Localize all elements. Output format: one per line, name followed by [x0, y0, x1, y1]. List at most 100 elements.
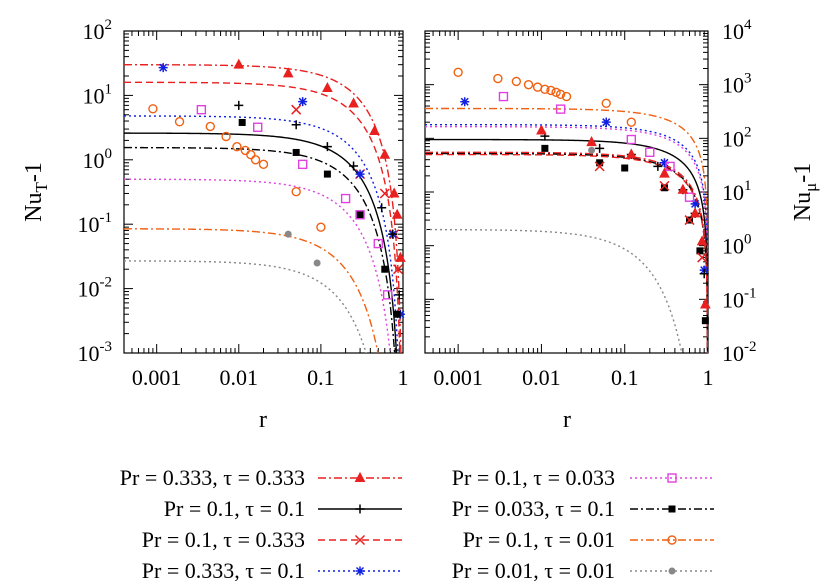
right-point-pr-0-333-tau-0-333 — [536, 124, 547, 135]
y-tick-label-base: 10 — [78, 212, 100, 237]
legend-marker-sample — [355, 504, 365, 514]
right-y-axis-title-suffix: -1 — [790, 163, 816, 183]
y-tick-label-exponent: 0 — [744, 232, 752, 248]
left-point-pr-0-033-tau-0-1 — [292, 148, 300, 156]
right-point-pr-0-333-tau-0-333 — [696, 235, 708, 246]
left-point-pr-0-1-tau-0-01 — [291, 186, 301, 197]
y-tick-label: 10-1 — [722, 285, 757, 312]
y-tick-label: 10-2 — [722, 339, 757, 366]
right-point-pr-0-333-tau-0-333 — [677, 183, 689, 194]
left-line-pr-0-1-tau-0-1 — [124, 132, 398, 353]
right-point-pr-0-333-tau-0-333 — [659, 167, 670, 178]
right-point-pr-0-1-tau-0-01 — [561, 91, 572, 102]
right-point-pr-0-1-tau-0-033 — [684, 192, 695, 202]
legend-entry-pr-0-1-tau-0-333: Pr = 0.1, τ = 0.333 — [142, 527, 402, 552]
right-point-pr-0-333-tau-0-333 — [700, 298, 711, 309]
legend-label: Pr = 0.1, τ = 0.333 — [142, 527, 305, 552]
left-y-axis-title-sub: T — [32, 182, 51, 193]
left-point-pr-0-1-tau-0-01 — [205, 121, 216, 132]
y-tick-label-exponent: 0 — [105, 146, 113, 162]
right-point-pr-0-1-tau-0-01 — [546, 85, 556, 96]
right-point-pr-0-1-tau-0-01 — [601, 98, 611, 108]
y-tick-label-base: 10 — [78, 277, 100, 302]
legend-entry-pr-0-01-tau-0-01: Pr = 0.01, τ = 0.01 — [452, 558, 714, 581]
y-tick-label: 100 — [83, 146, 113, 173]
legend-marker-sample — [354, 471, 366, 482]
right-point-pr-0-033-tau-0-1 — [541, 144, 549, 152]
left-line-pr-0-033-tau-0-1 — [124, 146, 396, 353]
left-point-pr-0-333-tau-0-333 — [395, 251, 406, 262]
legend-marker-sample — [667, 473, 677, 483]
y-tick-label-exponent: 3 — [744, 71, 752, 87]
left-point-pr-0-033-tau-0-1 — [238, 118, 246, 126]
right-point-pr-0-01-tau-0-01 — [588, 146, 596, 154]
x-tick-label: 0.001 — [433, 365, 483, 390]
left-point-pr-0-1-tau-0-01 — [232, 141, 242, 152]
right-point-pr-0-033-tau-0-1 — [701, 317, 709, 325]
x-tick-label: 1 — [398, 365, 409, 390]
right-point-pr-0-333-tau-0-1 — [690, 199, 700, 209]
left-point-pr-0-1-tau-0-033 — [355, 210, 365, 220]
left-line-pr-0-1-tau-0-033 — [124, 178, 391, 353]
y-tick-label-base: 10 — [83, 83, 105, 108]
left-point-pr-0-1-tau-0-01 — [246, 150, 256, 160]
left-point-pr-0-1-tau-0-01 — [258, 159, 269, 170]
legend: Pr = 0.333, τ = 0.333 Pr = 0.1, τ = 0.033… — [120, 465, 714, 581]
y-tick-label-exponent: -3 — [100, 339, 113, 355]
right-point-pr-0-1-tau-0-01 — [540, 84, 550, 94]
left-point-pr-0-1-tau-0-033 — [340, 193, 351, 204]
y-tick-label-base: 10 — [83, 148, 105, 173]
y-tick-label-base: 10 — [722, 341, 744, 366]
left-point-pr-0-333-tau-0-333 — [369, 124, 380, 136]
right-line-pr-0-1-tau-0-1 — [425, 138, 708, 353]
left-point-pr-0-033-tau-0-1 — [356, 211, 364, 219]
right-point-pr-0-1-tau-0-1 — [699, 269, 709, 279]
right-y-axis-title-sub: μ — [801, 183, 820, 192]
right-point-pr-0-1-tau-0-01 — [555, 89, 566, 100]
left-point-pr-0-1-tau-0-1 — [377, 203, 387, 213]
left-point-pr-0-1-tau-0-01 — [174, 117, 185, 127]
left-point-pr-0-1-tau-0-333 — [291, 104, 302, 115]
left-point-pr-0-1-tau-0-033 — [382, 290, 393, 300]
left-point-pr-0-333-tau-0-333 — [233, 58, 245, 69]
right-point-pr-0-033-tau-0-1 — [696, 247, 704, 255]
y-tick-label: 102 — [83, 17, 113, 44]
left-point-pr-0-033-tau-0-1 — [323, 170, 331, 178]
left-line-pr-0-333-tau-0-333 — [124, 64, 402, 353]
left-point-pr-0-333-tau-0-333 — [379, 148, 391, 159]
right-line-pr-0-01-tau-0-01 — [425, 228, 683, 353]
right-point-pr-0-333-tau-0-1 — [601, 117, 611, 127]
right-plot-frame — [424, 30, 709, 354]
legend-entry-pr-0-1-tau-0-01: Pr = 0.1, τ = 0.01 — [463, 527, 714, 552]
left-y-axis-title-base: Nu — [21, 193, 47, 222]
right-point-pr-0-1-tau-0-033 — [498, 91, 509, 102]
y-tick-label: 10-3 — [78, 339, 113, 366]
legend-label: Pr = 0.01, τ = 0.01 — [452, 558, 615, 581]
left-point-pr-0-1-tau-0-033 — [297, 159, 308, 170]
legend-label: Pr = 0.033, τ = 0.1 — [452, 496, 615, 521]
left-y-axis-title: NuT-1 — [21, 162, 51, 222]
left-line-pr-0-333-tau-0-1 — [124, 115, 399, 353]
left-point-pr-0-1-tau-0-01 — [221, 131, 231, 142]
legend-entry-pr-0-333-tau-0-333: Pr = 0.333, τ = 0.333 — [120, 465, 402, 490]
legend-entry-pr-0-1-tau-0-033: Pr = 0.1, τ = 0.033 — [452, 465, 714, 490]
x-tick-label: 0.01 — [522, 365, 561, 390]
left-series-group — [124, 64, 402, 353]
legend-entry-pr-0-1-tau-0-1: Pr = 0.1, τ = 0.1 — [164, 496, 402, 521]
y-tick-label-exponent: 4 — [744, 17, 752, 33]
right-point-pr-0-333-tau-0-333 — [689, 207, 701, 218]
left-point-pr-0-1-tau-0-1 — [234, 100, 244, 110]
right-point-pr-0-1-tau-0-01 — [453, 67, 463, 77]
y-tick-label-exponent: 2 — [105, 17, 113, 33]
right-line-pr-0-033-tau-0-1 — [425, 152, 708, 353]
left-point-pr-0-1-tau-0-01 — [148, 104, 158, 114]
y-tick-label: 10-2 — [78, 275, 113, 302]
right-point-pr-0-1-tau-0-1 — [595, 143, 605, 153]
left-point-pr-0-1-tau-0-033 — [196, 104, 207, 115]
right-point-pr-0-1-tau-0-01 — [511, 76, 522, 87]
right-x-axis-title: r — [563, 407, 571, 433]
y-tick-label-exponent: -1 — [744, 285, 757, 301]
right-point-pr-0-1-tau-0-01 — [523, 79, 534, 90]
right-point-pr-0-1-tau-0-1 — [653, 161, 663, 171]
